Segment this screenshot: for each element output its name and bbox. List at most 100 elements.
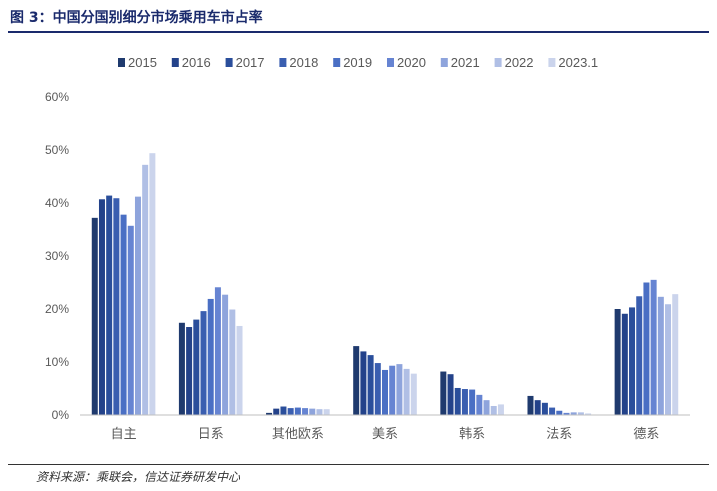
bar-chart: 2015 2016 2017 2018 2019 2020 2021 2022 2023.1 0… xyxy=(45,55,690,441)
bar xyxy=(469,389,476,415)
x-tick-label: 自主 xyxy=(111,426,137,441)
x-tick-label: 日系 xyxy=(198,426,224,441)
legend-label: 2021 xyxy=(451,55,480,70)
y-tick-label: 50% xyxy=(45,143,69,157)
x-tick-label: 法系 xyxy=(546,426,572,441)
bar xyxy=(614,309,621,415)
bar xyxy=(113,198,120,415)
bar xyxy=(447,374,454,415)
bar xyxy=(236,325,243,415)
bar xyxy=(222,294,229,415)
bar xyxy=(193,319,200,415)
y-tick-label: 0% xyxy=(52,408,70,422)
chart-legend: 2015 2016 2017 2018 2019 2020 2021 2022 2023.1 xyxy=(118,55,598,70)
bar xyxy=(454,387,461,415)
bar xyxy=(106,195,113,415)
bar xyxy=(214,287,221,415)
legend-label: 2023.1 xyxy=(558,55,598,70)
bar xyxy=(396,364,403,415)
bar xyxy=(527,395,534,415)
y-tick-label: 10% xyxy=(45,355,69,369)
bar xyxy=(657,296,664,415)
legend-swatch xyxy=(548,58,556,67)
bar xyxy=(643,282,650,415)
bar xyxy=(650,279,657,415)
bar xyxy=(91,217,98,415)
bar xyxy=(142,164,149,415)
bar xyxy=(490,405,497,415)
x-tick-label: 其他欧系 xyxy=(272,426,324,441)
bar xyxy=(577,412,584,415)
bar xyxy=(273,408,280,415)
bar xyxy=(534,400,541,415)
legend-swatch xyxy=(494,58,502,67)
bar xyxy=(461,389,468,415)
footer-divider xyxy=(8,464,709,465)
bar xyxy=(497,404,504,415)
x-tick-label: 美系 xyxy=(372,426,398,441)
legend-label: 2019 xyxy=(343,55,372,70)
bar xyxy=(621,313,628,415)
bar xyxy=(266,412,273,415)
bar xyxy=(200,311,207,415)
bar xyxy=(134,196,141,415)
bar xyxy=(570,412,577,415)
bar xyxy=(360,351,367,415)
bar xyxy=(229,309,236,415)
title-divider xyxy=(8,31,709,33)
bar xyxy=(629,307,636,415)
x-tick-label: 德系 xyxy=(633,426,659,441)
source-note: 资料来源：乘联会，信达证券研发中心 xyxy=(36,470,241,484)
bar xyxy=(389,365,396,415)
bar xyxy=(353,346,360,415)
bar xyxy=(563,412,570,415)
bar xyxy=(541,402,548,415)
bar xyxy=(98,199,105,415)
bar xyxy=(294,407,301,415)
bar xyxy=(382,369,388,415)
bar xyxy=(287,408,294,415)
bar xyxy=(665,304,672,415)
bar xyxy=(178,322,185,415)
bar xyxy=(367,355,374,415)
bar xyxy=(323,409,330,415)
y-axis: 0% 10% 20% 30% 40% 50% 60% xyxy=(45,90,69,422)
bar-series xyxy=(91,153,679,415)
legend-swatch xyxy=(225,58,233,67)
bar xyxy=(127,225,134,415)
y-tick-label: 30% xyxy=(45,249,69,263)
figure-title: 图 3：中国分国别细分市场乘用车市占率 xyxy=(10,10,263,26)
bar xyxy=(410,373,417,415)
bar xyxy=(403,368,410,415)
bar xyxy=(207,298,214,415)
legend-swatch xyxy=(440,58,448,67)
legend-swatch xyxy=(333,58,341,67)
bar xyxy=(585,413,592,415)
bar xyxy=(120,214,127,415)
legend-swatch xyxy=(118,58,125,67)
bar xyxy=(280,406,287,415)
legend-label: 2018 xyxy=(289,55,318,70)
legend-label: 2017 xyxy=(236,55,265,70)
y-tick-label: 40% xyxy=(45,196,69,210)
bar xyxy=(549,407,556,415)
bar xyxy=(316,409,323,415)
legend-label: 2016 xyxy=(182,55,211,70)
legend-label: 2022 xyxy=(505,55,534,70)
x-axis: 自主 日系 其他欧系 美系 韩系 法系 德系 xyxy=(80,414,690,441)
y-tick-label: 60% xyxy=(45,90,69,104)
bar xyxy=(636,296,643,415)
x-tick-label: 韩系 xyxy=(459,426,485,441)
legend-swatch xyxy=(387,58,394,67)
bar xyxy=(556,410,563,415)
legend-label: 2015 xyxy=(128,55,157,70)
bar xyxy=(186,327,193,415)
bar xyxy=(440,371,447,415)
bar xyxy=(483,400,490,415)
bar xyxy=(149,153,156,415)
y-tick-label: 20% xyxy=(45,302,69,316)
bar xyxy=(302,408,309,415)
bar xyxy=(374,363,381,415)
bar xyxy=(672,294,679,415)
legend-label: 2020 xyxy=(397,55,426,70)
